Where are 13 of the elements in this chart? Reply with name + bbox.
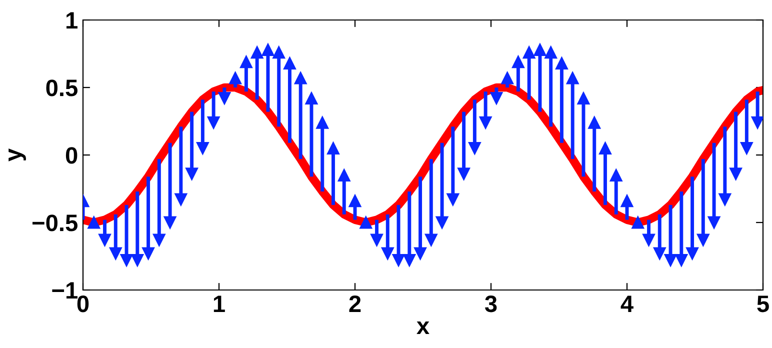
y-tick-label: −0.5: [32, 214, 78, 232]
y-tick-label: 1: [66, 12, 78, 29]
y-tick-label: 0: [66, 147, 78, 164]
x-tick-label: 0: [77, 295, 89, 312]
x-tick-label: 1: [214, 296, 225, 312]
y-tick-label: 0.5: [46, 80, 78, 96]
x-tick-label: 5: [757, 296, 769, 312]
x-tick-label: 3: [484, 295, 497, 312]
x-tick-label: 2: [349, 295, 361, 312]
x-tick-label: 4: [620, 296, 634, 312]
x-axis-title: x: [416, 322, 430, 334]
y-tick-label: −1: [52, 282, 78, 299]
y-axis-title: y: [8, 148, 26, 162]
